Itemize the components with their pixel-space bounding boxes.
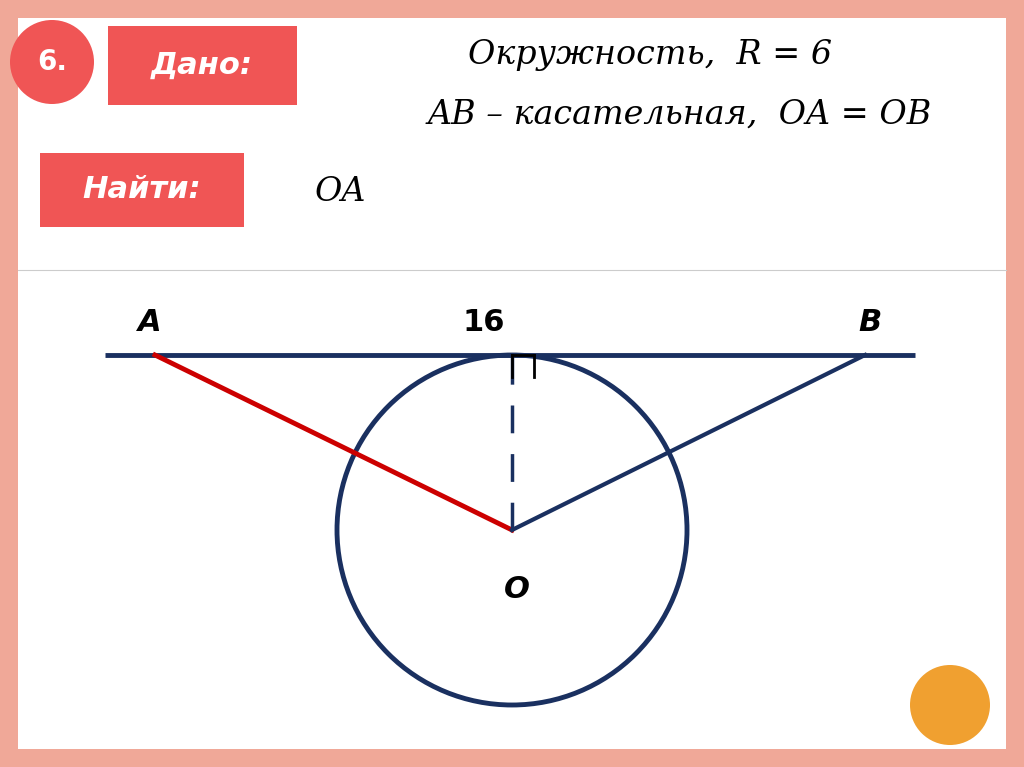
Text: Дано:: Дано: bbox=[151, 51, 253, 80]
Circle shape bbox=[910, 665, 990, 745]
FancyBboxPatch shape bbox=[40, 153, 244, 227]
FancyBboxPatch shape bbox=[18, 18, 1006, 749]
Text: OA: OA bbox=[314, 176, 366, 208]
Text: Окружность,  R = 6: Окружность, R = 6 bbox=[468, 39, 833, 71]
Text: 16: 16 bbox=[463, 308, 505, 337]
FancyBboxPatch shape bbox=[108, 26, 297, 105]
Text: 6.: 6. bbox=[37, 48, 67, 76]
Text: A: A bbox=[138, 308, 162, 337]
Text: Найти:: Найти: bbox=[83, 176, 202, 205]
Circle shape bbox=[10, 20, 94, 104]
Text: AB – касательная,  OA = OB: AB – касательная, OA = OB bbox=[428, 99, 932, 131]
Text: B: B bbox=[858, 308, 882, 337]
Text: O: O bbox=[504, 575, 530, 604]
